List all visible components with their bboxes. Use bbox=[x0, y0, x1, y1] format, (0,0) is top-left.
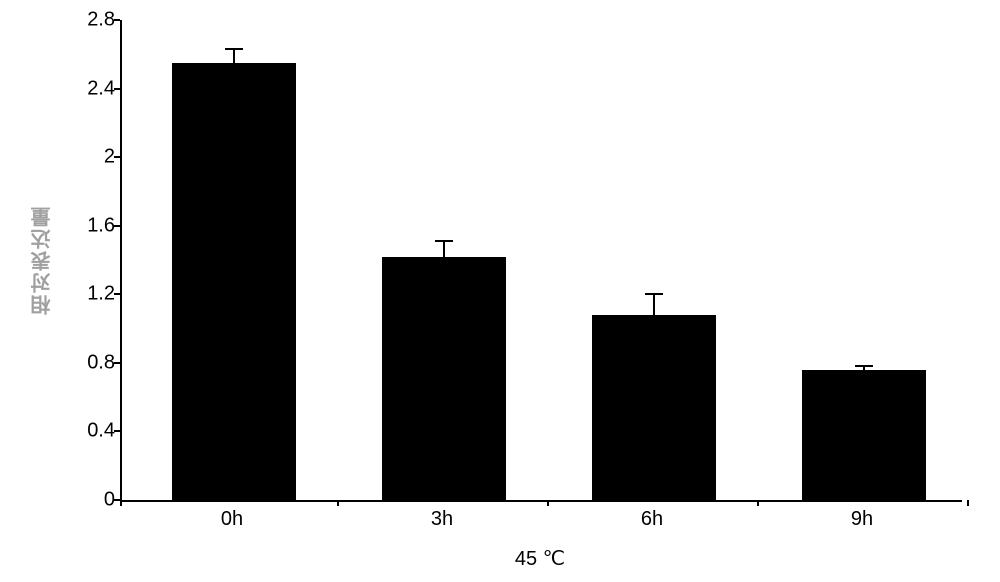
x-tick-label: 0h bbox=[221, 508, 243, 531]
error-cap-top bbox=[645, 293, 663, 295]
x-axis-title: 45 ℃ bbox=[515, 546, 565, 571]
y-axis-title: 相对表达量 bbox=[28, 205, 57, 315]
bar bbox=[382, 257, 506, 500]
y-tick-label: 2 bbox=[55, 146, 115, 169]
error-cap-bottom bbox=[225, 76, 243, 78]
error-cap-bottom bbox=[645, 334, 663, 336]
error-bar bbox=[443, 241, 445, 272]
y-tick-label: 2.4 bbox=[55, 77, 115, 100]
error-bar bbox=[653, 294, 655, 335]
error-bar bbox=[233, 49, 235, 76]
error-cap-top bbox=[435, 240, 453, 242]
x-tick-label: 9h bbox=[851, 508, 873, 531]
x-tick-mark bbox=[337, 500, 339, 506]
y-tick-mark bbox=[114, 156, 120, 158]
y-tick-label: 0 bbox=[55, 489, 115, 512]
y-tick-label: 0.8 bbox=[55, 351, 115, 374]
plot-area bbox=[120, 20, 962, 502]
y-tick-mark bbox=[114, 225, 120, 227]
x-tick-mark bbox=[967, 500, 969, 506]
x-tick-label: 3h bbox=[431, 508, 453, 531]
y-tick-label: 0.4 bbox=[55, 420, 115, 443]
bar bbox=[172, 63, 296, 500]
y-tick-mark bbox=[114, 88, 120, 90]
y-tick-mark bbox=[114, 430, 120, 432]
bar bbox=[592, 315, 716, 500]
x-tick-mark bbox=[120, 500, 122, 506]
x-tick-mark bbox=[547, 500, 549, 506]
y-tick-mark bbox=[114, 293, 120, 295]
x-tick-mark bbox=[757, 500, 759, 506]
bar bbox=[802, 370, 926, 500]
y-tick-mark bbox=[114, 362, 120, 364]
y-tick-label: 2.8 bbox=[55, 9, 115, 32]
bar-chart: 相对表达量 45 ℃ 0 0.4 0.8 1.2 1.6 2 2.4 2.8 0h 3h 6h 9h bbox=[0, 0, 1000, 582]
error-cap-bottom bbox=[435, 271, 453, 273]
error-cap-top bbox=[855, 365, 873, 367]
y-tick-mark bbox=[114, 19, 120, 21]
y-tick-label: 1.2 bbox=[55, 283, 115, 306]
error-cap-top bbox=[225, 48, 243, 50]
y-tick-label: 1.6 bbox=[55, 214, 115, 237]
x-tick-label: 6h bbox=[641, 508, 663, 531]
error-cap-bottom bbox=[855, 372, 873, 374]
